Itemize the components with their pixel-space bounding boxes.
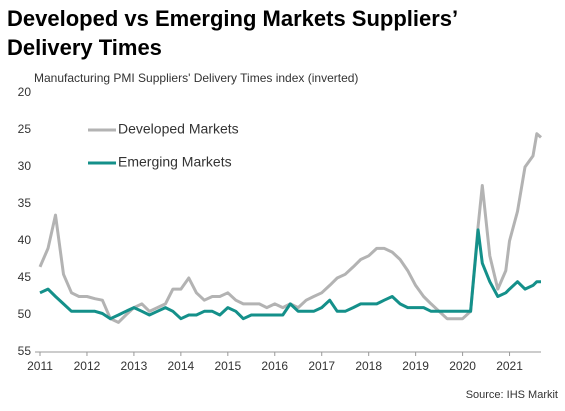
- line: [39, 228, 541, 321]
- x-tick-label: 2021: [496, 359, 523, 373]
- y-tick-label: 20: [18, 85, 32, 99]
- legend-label: Emerging Markets: [118, 154, 232, 170]
- legend-label: Developed Markets: [118, 121, 239, 137]
- x-tick-label: 2011: [27, 359, 53, 373]
- x-tick-label: 2017: [308, 359, 335, 373]
- source: Source: IHS Markit: [466, 389, 558, 401]
- x-tick-label: 2012: [74, 359, 101, 373]
- x-tick-label: 2015: [214, 359, 241, 373]
- chart-title: Developed vs Emerging Markets Suppliers’…: [7, 6, 457, 60]
- x-tick-label: 2016: [261, 359, 288, 373]
- axis-subtitle: Manufacturing PMI Suppliers' Delivery Ti…: [34, 71, 358, 85]
- y-tick-label: 45: [18, 270, 32, 284]
- y-tick-label: 25: [18, 122, 32, 136]
- y-tick-label: 50: [18, 307, 32, 321]
- y-tick-label: 30: [18, 159, 32, 173]
- y-tick-label: 35: [18, 196, 32, 210]
- y-tick-label: 40: [18, 233, 32, 247]
- x-tick-label: 2018: [355, 359, 382, 373]
- x-tick-label: 2013: [121, 359, 148, 373]
- x-tick-label: 2020: [449, 359, 476, 373]
- x-tick-label: 2014: [168, 359, 195, 373]
- x-tick-label: 2019: [402, 359, 429, 373]
- y-tick-label: 55: [18, 344, 32, 358]
